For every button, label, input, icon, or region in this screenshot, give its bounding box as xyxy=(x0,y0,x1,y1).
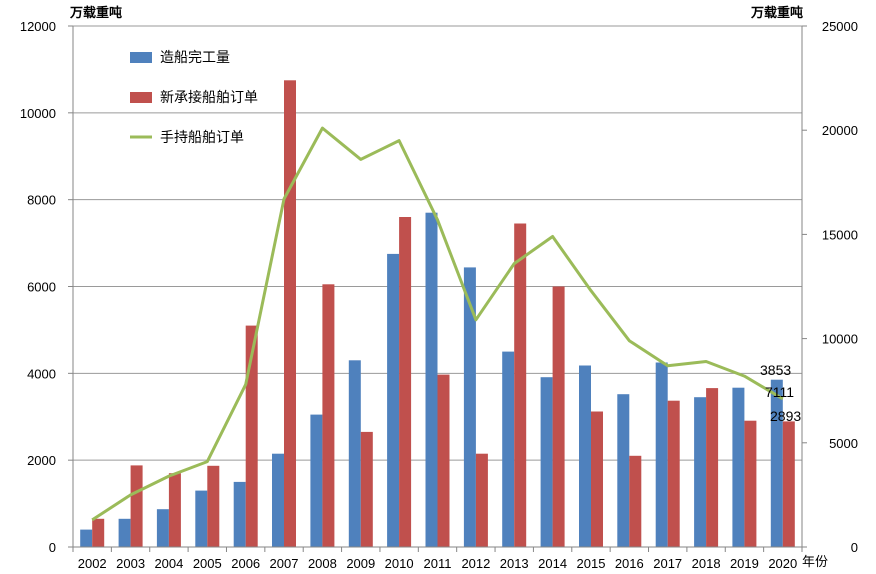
bar-completed-2020 xyxy=(770,379,783,547)
bar-new-orders-2007 xyxy=(284,80,296,548)
bar-completed-2013 xyxy=(502,351,515,547)
bar-completed-2010 xyxy=(387,253,400,547)
left-tick-label: 4000 xyxy=(27,366,56,381)
left-tick-label: 8000 xyxy=(27,193,56,208)
legend-swatch-completed xyxy=(130,52,152,63)
bar-completed-2018 xyxy=(694,397,707,547)
bar-new-orders-2011 xyxy=(437,374,450,547)
left-axis-unit: 万载重吨 xyxy=(69,5,122,20)
x-tick-label: 2004 xyxy=(154,556,183,571)
x-tick-label: 2010 xyxy=(385,556,414,571)
bar-completed-2012 xyxy=(463,267,476,547)
bar-completed-2009 xyxy=(348,360,361,547)
bar-new-orders-2016 xyxy=(629,455,642,547)
left-tick-label: 2000 xyxy=(27,453,56,468)
line-layer xyxy=(91,126,784,522)
bar-new-orders-2003 xyxy=(130,465,143,547)
bar-completed-2002 xyxy=(80,529,93,547)
x-tick-label: 2017 xyxy=(653,556,682,571)
bar-completed-2016 xyxy=(617,394,630,547)
x-axis-unit: 年份 xyxy=(802,554,828,569)
x-tick-label: 2014 xyxy=(538,556,567,571)
bar-new-orders-2020 xyxy=(782,421,795,547)
bar-new-orders-2004 xyxy=(168,473,181,547)
bar-new-orders-2015 xyxy=(591,411,603,547)
legend-label-new-orders: 新承接船舶订单 xyxy=(160,89,258,105)
x-tick-label: 2005 xyxy=(193,556,222,571)
legend: 造船完工量 新承接船舶订单 手持船舶订单 xyxy=(130,49,258,145)
axes xyxy=(68,25,807,552)
x-tick-label: 2008 xyxy=(308,556,337,571)
right-axis-unit: 万载重吨 xyxy=(750,5,803,20)
bar-new-orders-2018 xyxy=(706,388,719,547)
x-tick-label: 2003 xyxy=(116,556,145,571)
bar-completed-2007 xyxy=(272,453,284,547)
bars xyxy=(80,80,795,548)
legend-swatch-new-orders xyxy=(130,92,152,103)
bar-completed-2019 xyxy=(732,387,745,547)
bar-new-orders-2006 xyxy=(245,325,258,547)
x-tick-label: 2012 xyxy=(461,556,490,571)
bar-completed-2005 xyxy=(195,490,208,547)
bar-new-orders-2013 xyxy=(514,223,527,547)
data-label-orderbook-2020: 7111 xyxy=(765,384,794,400)
x-tick-label: 2009 xyxy=(346,556,375,571)
right-tick-label: 5000 xyxy=(829,436,858,451)
bar-new-orders-2008 xyxy=(322,284,335,547)
bar-completed-2011 xyxy=(425,212,438,547)
right-tick-label: 20000 xyxy=(822,123,858,138)
bar-new-orders-2002 xyxy=(92,518,105,547)
x-tick-label: 2016 xyxy=(615,556,644,571)
bar-new-orders-2010 xyxy=(399,217,412,547)
x-tick-label: 2015 xyxy=(577,556,606,571)
legend-label-completed: 造船完工量 xyxy=(160,49,230,65)
right-tick-label: 25000 xyxy=(822,19,858,34)
left-tick-label: 6000 xyxy=(27,280,56,295)
left-tick-label: 0 xyxy=(49,540,56,555)
x-tick-label: 2013 xyxy=(500,556,529,571)
x-tick-label: 2018 xyxy=(692,556,721,571)
left-tick-label: 10000 xyxy=(20,106,56,121)
bar-new-orders-2017 xyxy=(667,400,680,547)
bar-new-orders-2019 xyxy=(744,420,757,547)
x-tick-label: 2019 xyxy=(730,556,759,571)
bar-completed-2015 xyxy=(579,365,591,547)
tick-labels: 0 2000 4000 6000 8000 10000 12000 0 5000 10000 150… xyxy=(20,19,858,571)
bar-completed-2003 xyxy=(118,518,131,547)
x-tick-label: 2006 xyxy=(231,556,260,571)
data-label-completed-2020: 3853 xyxy=(760,362,791,378)
bar-completed-2014 xyxy=(540,377,553,547)
right-tick-label: 0 xyxy=(851,540,858,555)
x-tick-label: 2007 xyxy=(270,556,299,571)
right-tick-label: 15000 xyxy=(822,227,858,242)
x-tick-label: 2020 xyxy=(768,556,797,571)
bar-new-orders-2014 xyxy=(552,286,565,547)
bar-completed-2004 xyxy=(156,509,169,547)
data-label-new-orders-2020: 2893 xyxy=(770,408,801,424)
legend-label-orderbook: 手持船舶订单 xyxy=(160,129,244,145)
right-tick-label: 10000 xyxy=(822,332,858,347)
bar-new-orders-2009 xyxy=(360,431,373,547)
bar-completed-2017 xyxy=(655,362,668,547)
bar-new-orders-2005 xyxy=(207,465,220,547)
bar-new-orders-2012 xyxy=(475,453,488,547)
x-tick-label: 2002 xyxy=(78,556,107,571)
left-tick-label: 12000 xyxy=(20,19,56,34)
bar-completed-2006 xyxy=(233,481,246,547)
x-tick-label: 2011 xyxy=(424,556,452,571)
bar-completed-2008 xyxy=(310,414,323,547)
